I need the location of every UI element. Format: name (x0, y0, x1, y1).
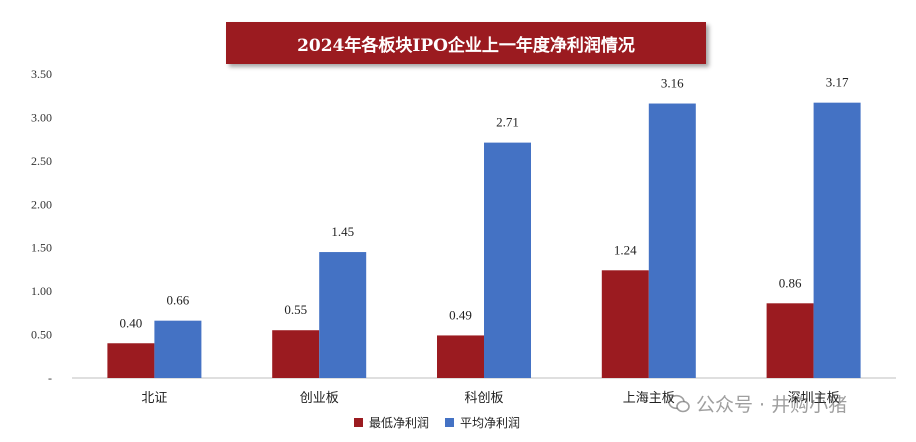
bar-avg (484, 142, 531, 378)
legend-label-min: 最低净利润 (369, 416, 430, 430)
legend-swatch-avg (445, 418, 455, 427)
bar-avg (648, 103, 696, 378)
bar-min (601, 270, 649, 378)
bar-min (766, 303, 814, 378)
data-label-min: 0.86 (779, 275, 802, 290)
bar-min (107, 343, 155, 378)
y-tick-label: 2.50 (31, 154, 52, 168)
y-tick-label: 1.50 (31, 241, 52, 255)
data-label-avg: 1.45 (331, 224, 354, 239)
y-tick-label: 3.50 (31, 67, 52, 81)
legend-swatch-min (354, 418, 363, 427)
bar-avg (154, 320, 202, 378)
data-label-avg: 2.71 (496, 115, 519, 130)
data-label-avg: 3.16 (661, 76, 684, 91)
data-label-min: 0.40 (120, 315, 143, 330)
x-tick-label: 创业板 (300, 391, 339, 406)
x-tick-label: 科创板 (464, 391, 503, 406)
data-label-avg: 3.17 (826, 75, 849, 90)
data-label-min: 0.49 (449, 307, 472, 322)
watermark-text: 公众号 · 井购小猪 (696, 394, 848, 416)
y-tick-label: 1.00 (31, 284, 52, 298)
x-tick-label: 北证 (141, 391, 167, 406)
x-tick-label: 深圳主板 (788, 391, 840, 406)
legend-item-avg: 平均净利润 (445, 414, 520, 431)
y-tick-label: 2.00 (31, 197, 52, 211)
data-label-min: 1.24 (614, 242, 637, 257)
legend-item-min: 最低净利润 (354, 414, 429, 431)
chart-title: 2024年各板块IPO企业上一年度净利润情况 (297, 35, 635, 56)
legend: 最低净利润 平均净利润 (354, 414, 536, 431)
bar-avg (813, 102, 861, 379)
x-tick-label: 上海主板 (623, 391, 675, 406)
data-label-avg: 0.66 (167, 293, 190, 308)
bar-min (272, 330, 320, 378)
wechat-icon (668, 394, 690, 412)
bar-avg (319, 252, 367, 378)
chart-title-box: 2024年各板块IPO企业上一年度净利润情况 (226, 22, 706, 64)
data-label-min: 0.55 (284, 302, 307, 317)
bar-min (437, 335, 484, 378)
legend-label-avg: 平均净利润 (460, 416, 521, 430)
y-tick-label: - (48, 371, 52, 385)
y-tick-label: 3.00 (31, 110, 52, 124)
watermark: 公众号 · 井购小猪 (668, 390, 847, 417)
y-tick-label: 0.50 (31, 328, 52, 342)
